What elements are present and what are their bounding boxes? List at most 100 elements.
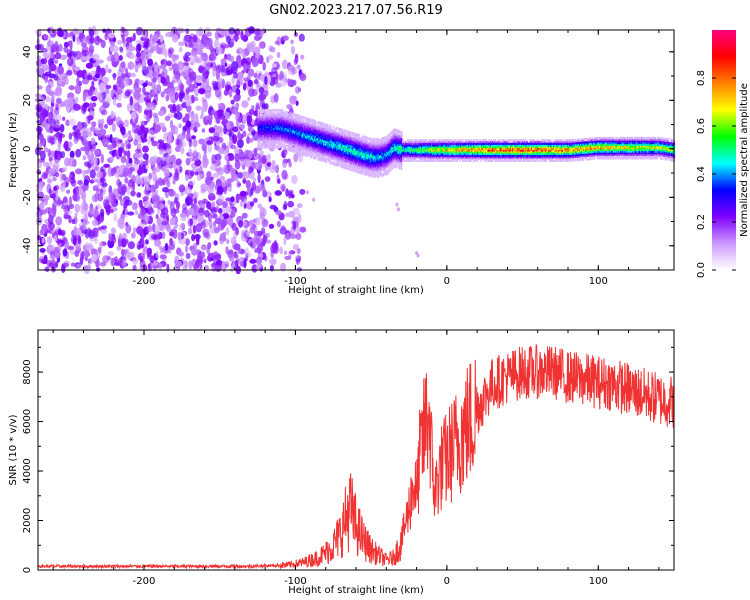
spectrogram-noise-cell [204,209,210,218]
spectrogram-noise-cell [162,231,166,240]
spectrogram-noise-cell [261,218,269,228]
spectrogram-noise-cell [286,104,293,110]
spectrogram-noise-cell [276,220,281,228]
spectrogram-noise-cell [195,105,202,111]
spectrogram-noise-cell [52,176,57,182]
spectrogram-noise-cell [82,155,87,161]
spectrogram-noise-cell [187,227,193,235]
spectrogram-noise-cell [76,227,81,236]
spectrogram-noise-cell [195,234,200,245]
spectrogram-noise-cell [170,207,177,217]
spectrogram-noise-cell [43,194,49,200]
spectrogram-noise-cell [263,90,269,97]
spectrogram-noise-cell [255,162,263,171]
spectrogram-noise-cell [212,254,220,261]
spectrogram-noise-cell [207,242,212,250]
spectrogram-noise-cell [89,126,96,132]
spectrogram-noise-cell [143,200,151,208]
spectrogram-noise-cell [237,138,244,149]
spectrogram-noise-cell [70,235,77,245]
spectrogram-noise-cell [174,223,179,229]
spectrogram-noise-cell [220,233,227,239]
spectrogram-noise-cell [89,169,96,179]
spectrogram-noise-cell [72,51,78,57]
spectrogram-noise-cell [154,239,162,247]
spectrogram-noise-cell [175,103,183,112]
spectrogram-noise-cell [112,96,117,106]
spectrogram-noise-cell [232,108,238,114]
spectrogram-noise-cell [192,34,198,43]
spectrogram-noise-cell [199,165,203,175]
spectrogram-noise-cell [189,61,195,66]
spectrogram-noise-cell [214,217,221,225]
spectrogram-noise-cell [61,75,67,86]
spectrogram-noise-cell [62,248,68,257]
spectrogram-noise-cell [203,258,207,264]
spectrogram-noise-cell [249,241,253,247]
spectrogram-noise-cell [132,32,136,42]
spectrogram-noise-cell [237,130,241,141]
spectrogram-noise-cell [277,178,281,184]
spectrogram-noise-cell [75,263,83,269]
spectrogram-noise-cell [179,71,186,77]
spectrogram-noise-cell [162,187,169,193]
spectrogram-noise-cell [57,229,63,236]
spectrogram-noise-cell [193,148,197,157]
spectrogram-noise-cell [129,53,135,60]
spectrogram-noise-cell [188,260,193,270]
spectrogram-noise-cell [87,89,93,97]
spectrogram-noise-cell [94,73,100,79]
spectrogram-noise-cell [98,123,104,130]
spectrogram-noise-cell [156,29,161,38]
spectrogram-noise-cell [104,96,112,104]
spectrogram-noise-cell [296,64,301,70]
spectrogram-noise-cell [57,140,62,150]
spectrogram-noise-cell [83,251,91,258]
spectrogram-noise-cell [239,200,243,207]
spectrogram-noise-cell [146,38,150,46]
spectrogram-noise-cell [201,128,206,133]
spectrogram-noise-cell [96,130,103,138]
spectrogram-signal-cell [358,134,360,137]
spectrogram-noise-cell [63,41,69,48]
spectrogram-noise-cell [36,169,42,175]
spectrogram-noise-cell [59,54,67,60]
spectrogram-noise-cell [140,120,147,127]
spectrogram-noise-cell [208,218,213,229]
spectrogram-noise-cell [163,176,169,183]
spectrogram-noise-cell [120,126,125,134]
spectrogram-noise-cell [68,215,72,224]
spectrogram-noise-cell [120,238,127,248]
spectrogram-noise-cell [216,69,220,79]
spectrogram-noise-cell [226,122,231,130]
spectrogram-noise-cell [95,259,100,268]
spectrogram-noise-cell [157,177,163,183]
spectrogram-noise-cell [266,162,272,167]
spectrogram-noise-cell [111,122,117,132]
spectrogram-noise-cell [54,150,58,160]
spectrogram-noise-cell [161,221,168,226]
spectrogram-signal-cell [314,120,317,123]
spectrogram-noise-cell [178,41,186,47]
spectrogram-noise-cell [74,250,79,257]
spectrogram-noise-cell [122,76,129,87]
spectrogram-noise-cell [299,226,307,233]
spectrogram-noise-cell [38,202,45,210]
spectrogram-noise-cell [258,86,265,95]
spectrogram-noise-cell [179,166,183,173]
spectrogram-noise-cell [217,147,225,154]
spectrogram-noise-cell [200,183,208,192]
spectrogram-noise-cell [80,56,88,61]
spectrogram-signal-cell [353,132,355,135]
spectrogram-noise-cell [109,45,114,52]
spectrogram-noise-cell [123,119,129,128]
spectrogram-noise-cell [194,171,199,176]
spectrogram-noise-cell [272,244,279,254]
spectrogram-noise-cell [147,225,153,233]
spectrogram-signal-cell [289,111,291,115]
spectrogram-noise-cell [83,179,89,186]
spectrogram-noise-cell [61,166,68,172]
spectrogram-noise-cell [142,145,149,153]
spectrogram-noise-cell [130,62,136,69]
spectrogram-noise-cell [131,203,138,211]
